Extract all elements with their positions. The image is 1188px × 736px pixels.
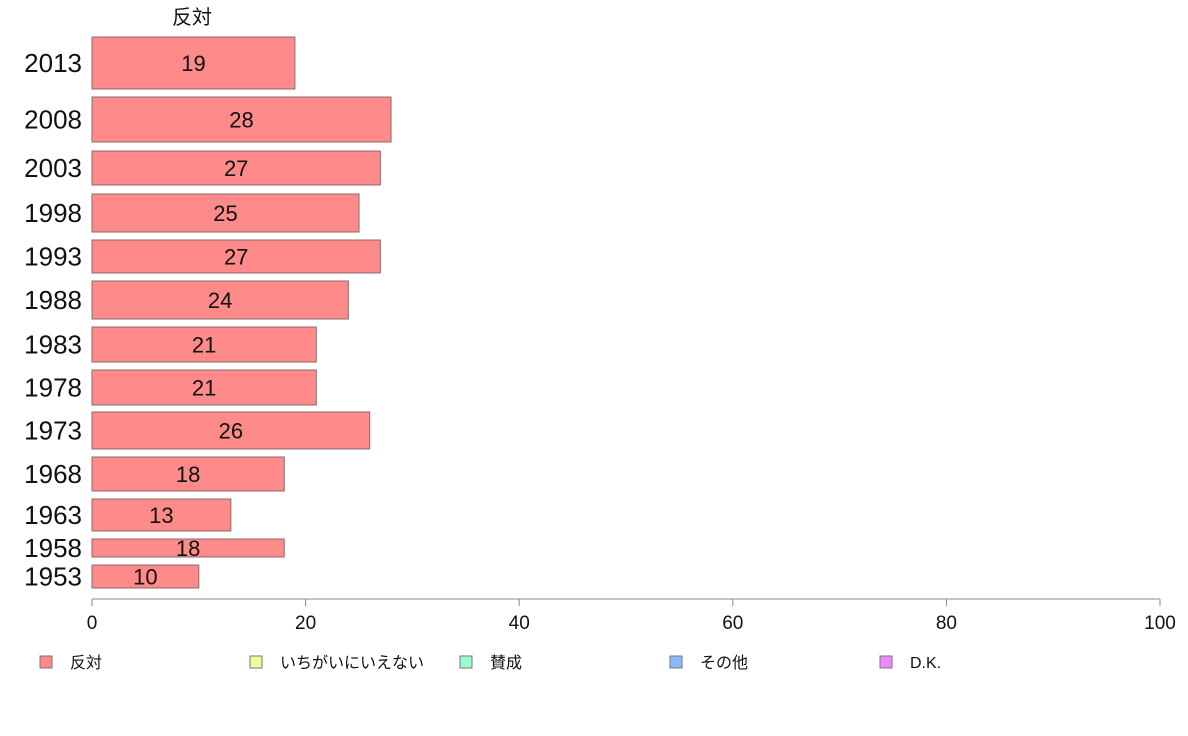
x-tick-label-40: 40 <box>509 613 530 634</box>
legend-label-2: 賛成 <box>490 654 522 672</box>
data-label-1993: 27 <box>224 245 248 270</box>
y-tick-label-2003: 2003 <box>24 153 82 183</box>
data-label-1968: 18 <box>176 462 200 487</box>
legend: 反対 いちがいにいえない 賛成 その他 D.K. <box>39 654 941 672</box>
legend-label-1: いちがいにいえない <box>280 654 424 672</box>
data-label-1973: 26 <box>219 419 243 444</box>
data-label-1953: 10 <box>133 565 157 590</box>
y-tick-label-2008: 2008 <box>24 105 82 135</box>
data-label-1988: 24 <box>208 288 232 313</box>
bar-1963 <box>91 498 232 532</box>
bar-1968 <box>91 456 285 492</box>
legend-swatch-4 <box>879 655 893 669</box>
y-tick-label-1973: 1973 <box>24 416 82 446</box>
legend-label-3: その他 <box>700 654 748 672</box>
bar-1958 <box>91 538 285 558</box>
legend-label-4: D.K. <box>910 655 941 672</box>
data-label-1958: 18 <box>176 536 200 561</box>
bar-1998 <box>91 193 360 233</box>
y-tick-label-2013: 2013 <box>24 48 82 78</box>
data-label-2008: 28 <box>229 108 253 133</box>
x-tick-label-0: 0 <box>87 613 98 634</box>
y-tick-label-1983: 1983 <box>24 330 82 360</box>
y-tick-label-1993: 1993 <box>24 242 82 272</box>
bar-1983 <box>91 326 317 363</box>
x-tick-label-60: 60 <box>722 613 743 634</box>
y-tick-label-1963: 1963 <box>24 500 82 530</box>
y-tick-label-1958: 1958 <box>24 533 82 563</box>
column-header: 反対 <box>172 6 212 29</box>
bar-1988 <box>91 280 349 320</box>
bar-2008 <box>91 96 392 143</box>
y-tick-label-1953: 1953 <box>24 562 82 592</box>
x-tick-label-80: 80 <box>936 613 957 634</box>
legend-swatch-3 <box>669 655 683 669</box>
bar-2013 <box>91 36 296 90</box>
bar-1993 <box>91 239 381 274</box>
bar-1973 <box>91 411 371 450</box>
x-tick-label-100: 100 <box>1144 613 1176 634</box>
x-tick-label-20: 20 <box>295 613 316 634</box>
data-label-1978: 21 <box>192 376 216 401</box>
bar-1978 <box>91 369 317 406</box>
legend-swatch-1 <box>249 655 263 669</box>
data-label-1983: 21 <box>192 333 216 358</box>
legend-swatch-0 <box>39 655 53 669</box>
data-label-1998: 25 <box>213 201 237 226</box>
y-tick-label-1988: 1988 <box>24 285 82 315</box>
bar-1953 <box>91 564 200 589</box>
legend-label-0: 反対 <box>70 654 102 672</box>
y-tick-label-1998: 1998 <box>24 198 82 228</box>
data-label-1963: 13 <box>149 503 173 528</box>
legend-swatch-2 <box>459 655 473 669</box>
data-label-2013: 19 <box>181 51 205 76</box>
x-axis: 0 20 40 60 80 100 <box>87 598 1176 634</box>
y-axis-labels: 2013 2008 2003 1998 1993 1988 1983 1978 1973 1968… <box>24 48 82 592</box>
y-tick-label-1968: 1968 <box>24 459 82 489</box>
data-label-2003: 27 <box>224 156 248 181</box>
y-tick-label-1978: 1978 <box>24 373 82 403</box>
bar-2003 <box>91 150 381 186</box>
